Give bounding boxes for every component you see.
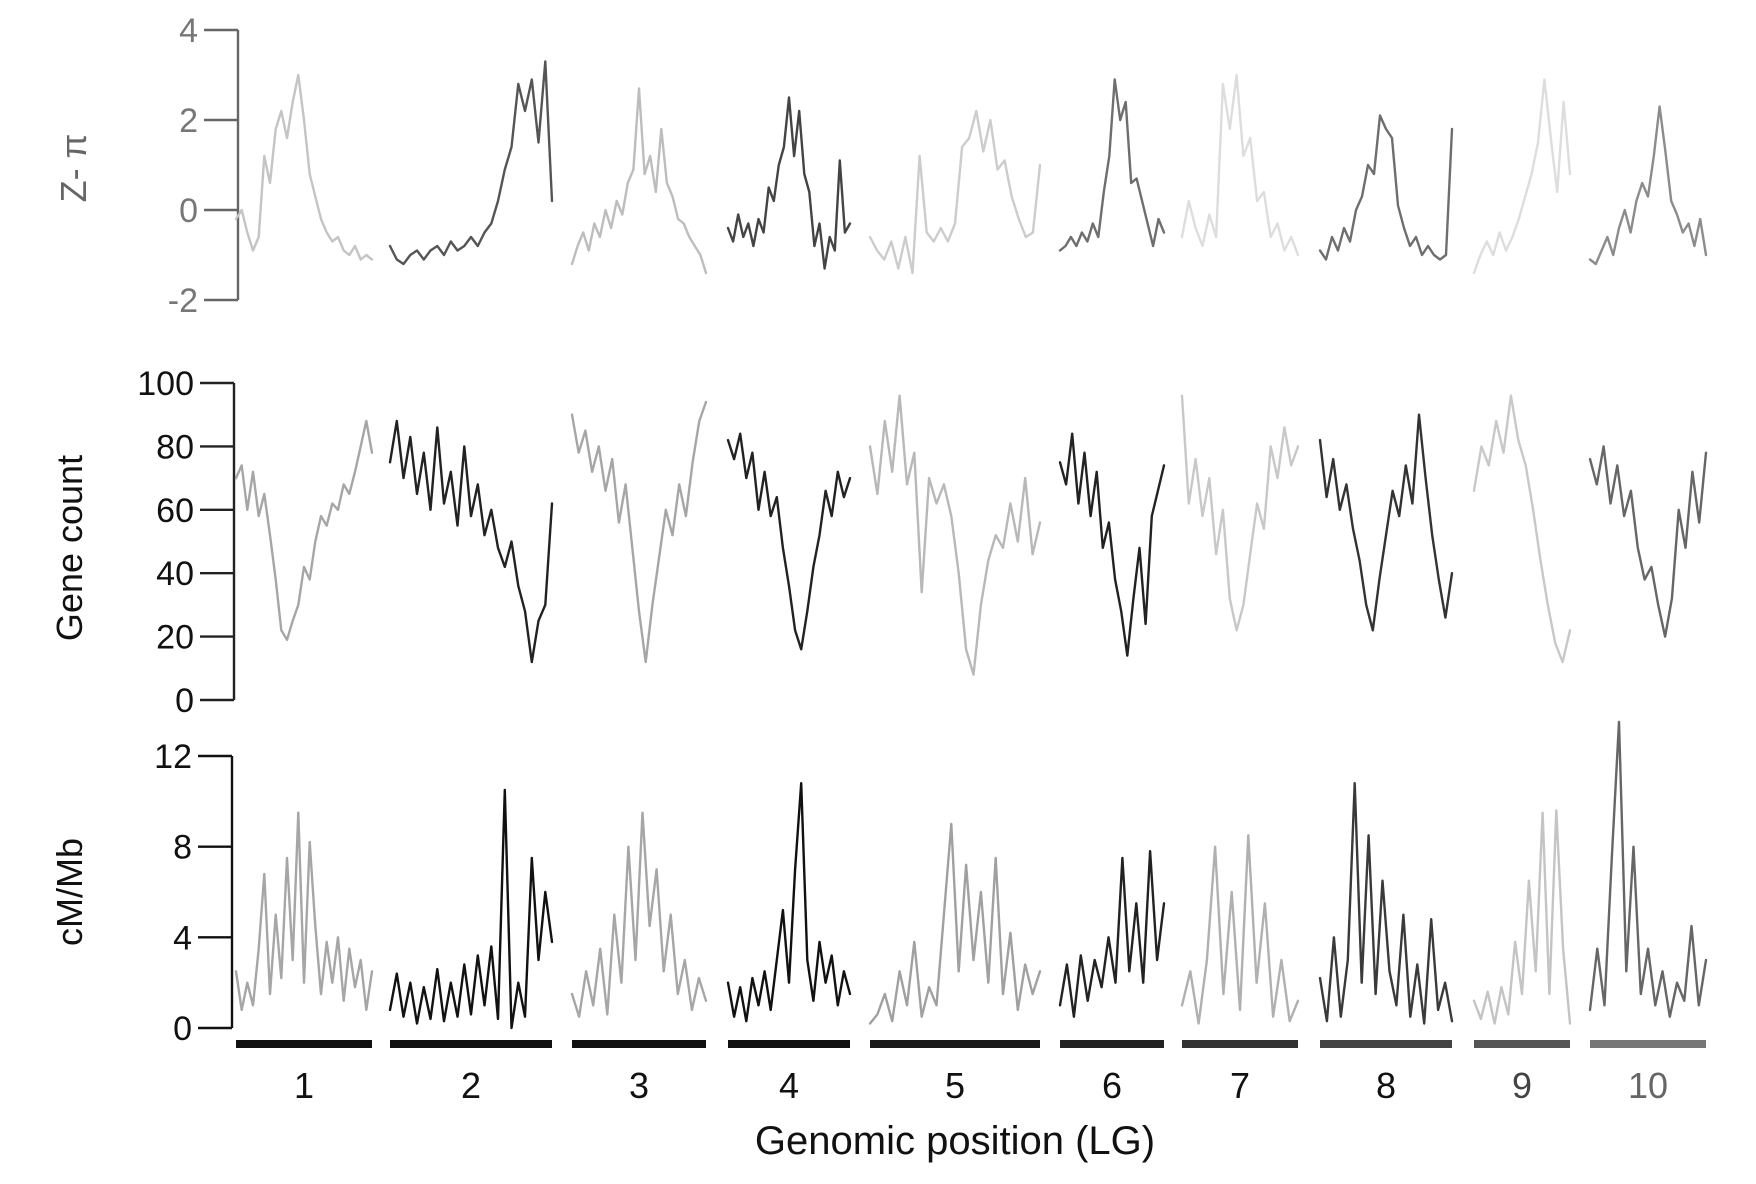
lg-label: 2 [461,1065,481,1106]
series-line-lg-3 [570,400,708,664]
series-line-lg-6 [1058,850,1166,1018]
linkage-group-labels: 1 2 3 4 5 6 7 8 9 10 [294,1065,1668,1106]
y-tick-label: 4 [173,919,192,957]
series-line-lg-10 [1588,720,1708,1018]
series-line-lg-1 [234,73,374,261]
lg-label: 9 [1512,1065,1532,1106]
series-line-lg-2 [388,788,554,1030]
panel-3: 0 4 8 12 cM/Mb [49,720,1708,1048]
y-tick-label: 0 [175,682,194,720]
x-axis-label: Genomic position (LG) [755,1119,1155,1163]
y-axis-label: cM/Mb [49,838,90,946]
series-line-lg-5 [868,822,1042,1025]
y-tick-label: 40 [156,555,194,593]
series-line-lg-9 [1472,78,1572,275]
series-line-lg-6 [1058,78,1166,252]
panel-2: 0 20 40 60 80 100 Gene count [49,365,1708,720]
lg-bar-5 [870,1040,1040,1048]
linkage-group-bars [236,1040,1706,1048]
lg-bar-6 [1060,1040,1164,1048]
lg-label: 5 [945,1065,965,1106]
series-line-lg-7 [1180,834,1300,1025]
y-tick-label: -2 [168,282,198,320]
series-line-lg-1 [234,419,374,641]
y-axis-label: Z- π [53,134,94,203]
series-line-lg-10 [1588,445,1708,638]
y-tick-label: 12 [154,738,192,776]
series-line-lg-6 [1058,432,1166,657]
lg-bar-10 [1590,1040,1706,1048]
lg-label: 1 [294,1065,314,1106]
series-line-lg-2 [388,419,554,664]
series-line-lg-3 [570,811,708,1018]
lg-label: 7 [1230,1065,1250,1106]
y-tick-label: 0 [179,192,198,230]
series-line-lg-1 [234,811,374,1012]
series-line-lg-7 [1180,394,1300,632]
y-tick-label: 60 [156,492,194,530]
series-line-lg-3 [570,87,708,275]
series-line-lg-10 [1588,105,1708,266]
y-axis-label: Gene count [49,455,90,641]
panel-1: -2 0 2 4 Z- π [53,12,1708,320]
series-line-lg-9 [1472,809,1572,1025]
y-tick-label: 8 [173,829,192,867]
lg-bar-3 [572,1040,706,1048]
series-line-lg-5 [868,394,1042,676]
lg-bar-4 [728,1040,850,1048]
series-line-lg-8 [1318,782,1454,1025]
y-tick-label: 2 [179,102,198,140]
series-line-lg-4 [726,782,852,1023]
lg-bar-9 [1474,1040,1570,1048]
panels: -2 0 2 4 Z- π 0 20 40 60 80 100 Gene count 0 4 8 12 cM/M… [49,12,1708,1048]
series-line-lg-4 [726,432,852,651]
lg-bar-1 [236,1040,372,1048]
lg-label: 10 [1628,1065,1668,1106]
y-tick-label: 0 [173,1010,192,1048]
series-line-lg-8 [1318,114,1454,261]
series-line-lg-4 [726,96,852,270]
lg-label: 6 [1102,1065,1122,1106]
lg-label: 3 [629,1065,649,1106]
series-line-lg-9 [1472,394,1572,664]
lg-label: 8 [1376,1065,1396,1106]
series-line-lg-7 [1180,73,1300,257]
series-line-lg-8 [1318,413,1454,632]
lg-bar-7 [1182,1040,1298,1048]
y-tick-label: 80 [156,428,194,466]
y-tick-label: 20 [156,619,194,657]
y-tick-label: 4 [179,12,198,50]
lg-bar-2 [390,1040,552,1048]
y-tick-label: 100 [137,365,194,403]
series-line-lg-5 [868,109,1042,275]
lg-bar-8 [1320,1040,1452,1048]
series-line-lg-2 [388,60,554,266]
lg-label: 4 [779,1065,799,1106]
